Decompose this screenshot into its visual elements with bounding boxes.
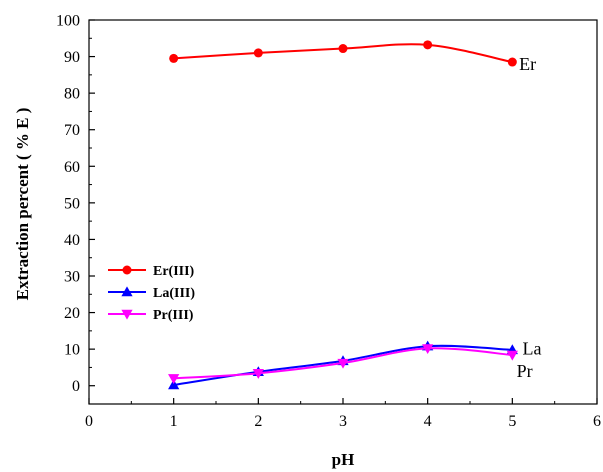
annotation-label: Er bbox=[519, 54, 536, 74]
series-layer bbox=[168, 40, 518, 390]
legend-item: Pr(III) bbox=[108, 308, 194, 323]
y-tick-label: 40 bbox=[64, 232, 80, 249]
x-tick-label: 1 bbox=[170, 413, 178, 430]
annotation-label: La bbox=[522, 338, 541, 358]
y-tick-label: 50 bbox=[64, 195, 80, 212]
data-point bbox=[423, 40, 433, 50]
y-tick-label: 100 bbox=[56, 13, 80, 30]
data-point bbox=[422, 344, 434, 355]
y-tick-label: 10 bbox=[64, 342, 80, 359]
x-tick-label: 2 bbox=[254, 413, 262, 430]
series-er-iii bbox=[169, 40, 517, 67]
y-tick-label: 90 bbox=[64, 49, 80, 66]
data-point bbox=[507, 57, 517, 67]
legend-marker bbox=[122, 265, 132, 275]
x-tick-label: 6 bbox=[593, 413, 601, 430]
legend-marker bbox=[121, 286, 133, 297]
x-tick-label: 5 bbox=[508, 413, 516, 430]
series-pr-iii bbox=[168, 344, 518, 385]
x-tick-label: 0 bbox=[85, 413, 93, 430]
y-axis-title: Extraction percent ( % E ) bbox=[13, 108, 32, 301]
plot-frame bbox=[88, 19, 598, 405]
data-point bbox=[252, 369, 264, 379]
data-point bbox=[168, 374, 180, 385]
data-point bbox=[169, 53, 179, 63]
legend-label: Pr(III) bbox=[153, 308, 194, 323]
x-axis-title: pH bbox=[332, 450, 355, 469]
y-tick-label: 60 bbox=[64, 159, 80, 176]
data-point bbox=[337, 358, 349, 369]
y-tick-label: 30 bbox=[64, 269, 80, 286]
data-point bbox=[168, 379, 180, 390]
legend-marker bbox=[121, 309, 133, 320]
legend-item: Er(III) bbox=[108, 264, 195, 279]
y-tick-label: 80 bbox=[64, 86, 80, 103]
annotation-label: Pr bbox=[517, 361, 533, 381]
annotations: Er La Pr bbox=[517, 54, 542, 381]
data-point bbox=[506, 350, 518, 361]
y-tick-label: 20 bbox=[64, 305, 80, 322]
legend-label: Er(III) bbox=[153, 264, 195, 279]
x-tick-label: 4 bbox=[424, 413, 432, 430]
data-point bbox=[338, 44, 348, 54]
data-point bbox=[253, 48, 263, 58]
legend-label: La(III) bbox=[153, 286, 195, 301]
x-tick-label: 3 bbox=[339, 413, 347, 430]
y-tick-label: 0 bbox=[72, 378, 80, 395]
y-tick-label: 70 bbox=[64, 122, 80, 139]
legend-item: La(III) bbox=[108, 286, 195, 301]
legend: Er(III) La(III) Pr(III) bbox=[108, 264, 195, 323]
